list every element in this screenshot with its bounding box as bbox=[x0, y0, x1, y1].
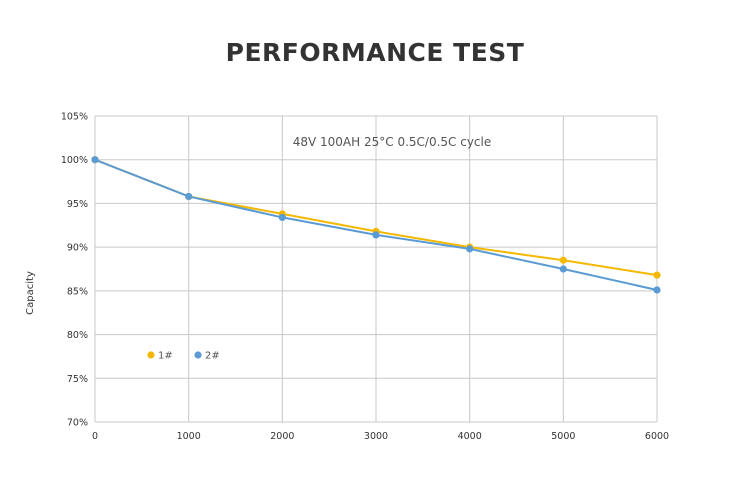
legend: 1# 2# bbox=[147, 351, 220, 362]
y-tick-label: 80% bbox=[67, 330, 88, 341]
x-tick-label: 4000 bbox=[458, 431, 482, 442]
data-point-1# bbox=[559, 256, 567, 264]
data-point-2# bbox=[91, 156, 99, 164]
legend-marker-2# bbox=[194, 351, 202, 359]
y-tick-label: 95% bbox=[67, 199, 88, 210]
data-point-2# bbox=[653, 286, 661, 294]
x-tick-label: 1000 bbox=[177, 431, 201, 442]
data-point-2# bbox=[372, 231, 380, 239]
data-point-2# bbox=[466, 245, 474, 253]
grid-layer bbox=[94, 115, 658, 423]
x-tick-label: 6000 bbox=[645, 431, 669, 442]
legend-marker-1# bbox=[147, 351, 155, 359]
y-tick-label: 105% bbox=[61, 112, 88, 123]
data-point-2# bbox=[278, 213, 286, 222]
data-point-2# bbox=[185, 192, 193, 201]
chart-annotation: 48V 100AH 25°C 0.5C/0.5C cycle bbox=[293, 135, 492, 149]
data-point-2# bbox=[559, 265, 567, 273]
y-tick-label: 100% bbox=[61, 155, 88, 166]
x-tick-label: 3000 bbox=[364, 431, 388, 442]
axis-layer: 70% 75% 80% 85% 90% 95% 100% 105% 0 1000 2000 3000 4… bbox=[61, 112, 669, 443]
legend-label-2#: 2# bbox=[205, 351, 220, 362]
data-point-1# bbox=[653, 271, 661, 279]
page-title: PERFORMANCE TEST bbox=[225, 38, 525, 67]
y-axis-label: Capacity bbox=[25, 271, 36, 315]
x-tick-label: 5000 bbox=[551, 431, 575, 442]
legend-label-1#: 1# bbox=[158, 351, 173, 362]
y-tick-label: 90% bbox=[67, 243, 88, 254]
y-tick-label: 70% bbox=[67, 418, 88, 429]
x-tick-label: 0 bbox=[92, 431, 98, 442]
series-layer bbox=[91, 156, 661, 294]
y-tick-label: 85% bbox=[67, 286, 88, 297]
y-tick-label: 75% bbox=[67, 374, 88, 385]
x-tick-label: 2000 bbox=[270, 431, 294, 442]
